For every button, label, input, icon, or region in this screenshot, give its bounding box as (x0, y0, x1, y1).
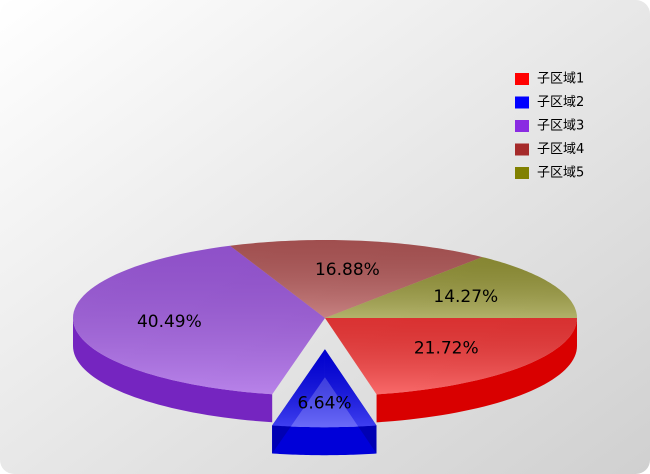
legend-swatch (515, 167, 529, 179)
legend-label: 子区域4 (537, 142, 584, 157)
data-label: 40.49% (137, 312, 202, 332)
legend-swatch (515, 96, 529, 109)
slice-side (272, 425, 377, 456)
data-label: 16.88% (315, 260, 380, 280)
legend-label: 子区域5 (537, 166, 584, 181)
slice-side (376, 318, 577, 423)
legend-swatch (515, 73, 529, 85)
slice-side (73, 318, 273, 423)
data-label: 21.72% (414, 338, 479, 358)
legend-label: 子区域2 (537, 95, 584, 110)
data-label: 14.27% (433, 287, 498, 307)
legend-swatch (515, 120, 529, 132)
slice-shine (73, 245, 325, 395)
data-label: 6.64% (298, 394, 352, 414)
slice-shine (325, 318, 577, 395)
slice-shine (230, 240, 483, 318)
legend-label: 子区域3 (537, 119, 584, 134)
legend-label: 子区域1 (537, 72, 584, 87)
slice-shine (272, 349, 377, 428)
slice-shine (325, 257, 577, 318)
legend-swatch (515, 143, 529, 156)
